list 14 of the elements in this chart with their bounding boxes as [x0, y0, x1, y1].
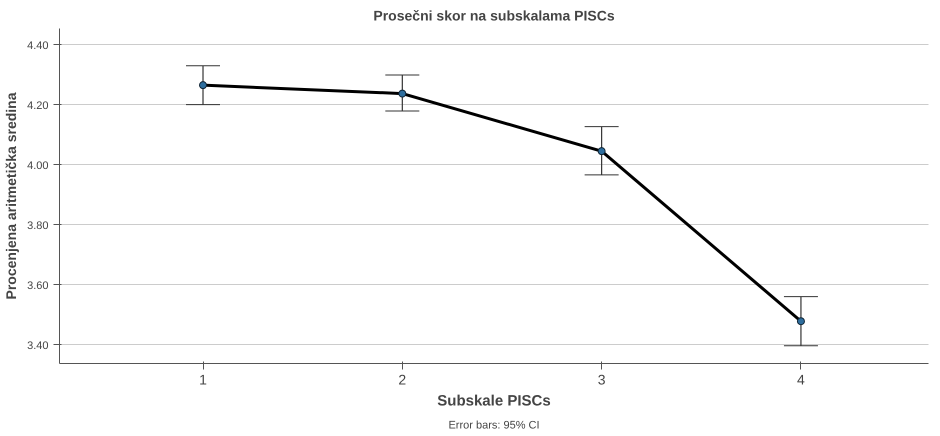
y-tick-label: 3.80	[27, 220, 49, 232]
x-tick-label: 4	[797, 372, 806, 388]
y-tick-label: 4.20	[27, 100, 49, 112]
x-tick-label: 1	[199, 372, 208, 388]
y-tick-label: 4.00	[27, 160, 49, 172]
y-axis-title: Procenjena aritmetička sredina	[3, 92, 20, 300]
y-tick-label: 4.40	[27, 40, 49, 52]
x-axis-title: Subskale PISCs	[437, 392, 551, 410]
y-tick-label: 3.60	[27, 280, 49, 292]
text: Error bars: 95% CI	[448, 420, 540, 432]
y-tick-label: 3.40	[27, 340, 49, 352]
x-tick-label: 3	[598, 372, 606, 388]
x-tick-label: 2	[398, 372, 406, 388]
chart-title: Prosečni skor na subskalama PISCs	[373, 8, 615, 24]
